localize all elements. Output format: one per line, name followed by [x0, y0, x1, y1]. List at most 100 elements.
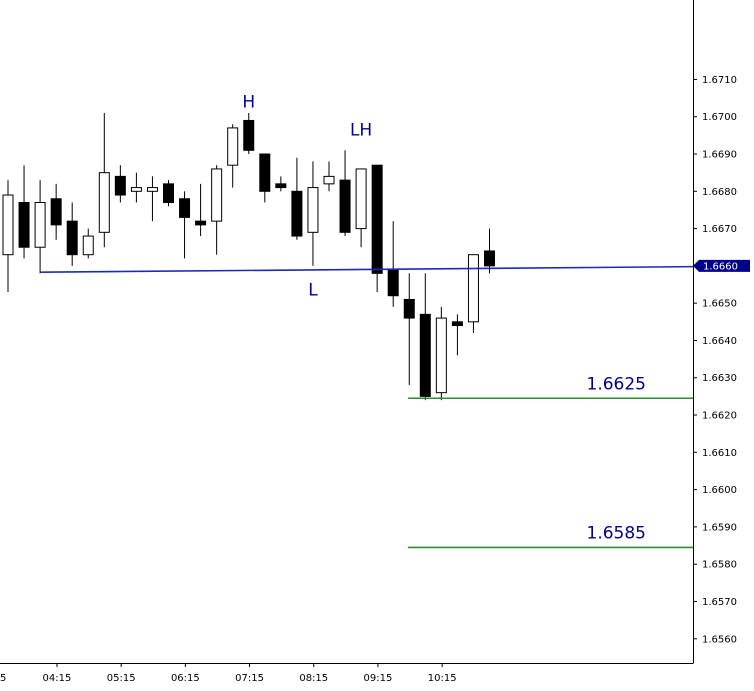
annotations-layer: H LH L: [242, 92, 372, 300]
level-label: 1.6625: [587, 374, 646, 394]
candle-body-down: [50, 198, 62, 226]
current-price-tag: 1.6660: [693, 259, 750, 272]
y-tick-label: 1.6620: [702, 411, 737, 422]
price-level: 1.6625: [408, 374, 693, 400]
candle: [355, 168, 367, 248]
candle: [467, 254, 479, 333]
lines-layer: 1.6625 1.6585: [40, 265, 694, 549]
y-tick: 1.6630: [693, 373, 737, 384]
candle-body-down: [114, 175, 126, 196]
y-tick-label: 1.6580: [702, 560, 737, 571]
y-tick: 1.6710: [693, 75, 737, 86]
candle: [275, 176, 287, 192]
candle-body-down: [275, 183, 287, 189]
candle: [18, 165, 30, 259]
candle: [243, 113, 255, 155]
y-tick-label: 1.6640: [702, 336, 737, 347]
candle-body-down: [66, 220, 78, 256]
candle: [130, 172, 142, 203]
candle: [323, 161, 335, 192]
candle-body-up: [467, 254, 479, 323]
candle: [146, 176, 158, 222]
x-tick-label: 04:15: [43, 673, 72, 684]
y-tick: 1.6610: [693, 448, 737, 459]
price-tag-label: 1.6660: [703, 261, 738, 272]
y-tick-label: 1.6710: [702, 75, 737, 86]
y-tick: 1.6620: [693, 411, 737, 422]
candle-body-up: [98, 172, 110, 233]
candle-body-down: [291, 190, 303, 237]
y-tick-label: 1.6560: [702, 634, 737, 645]
x-tick-label: 09:15: [364, 673, 393, 684]
annotation-label: L: [308, 281, 318, 301]
candle: [227, 124, 239, 188]
y-tick: 1.6700: [693, 112, 737, 123]
y-tick: 1.6650: [693, 299, 737, 310]
y-tick: 1.6600: [693, 485, 737, 496]
x-tick-label: 06:15: [171, 673, 200, 684]
y-tick-label: 1.6650: [702, 299, 737, 310]
candle-body-up: [435, 317, 447, 394]
candle: [419, 273, 431, 401]
candle-body-up: [323, 175, 335, 185]
candle-body-up: [82, 235, 94, 256]
candle: [291, 157, 303, 240]
candle-body-down: [371, 164, 383, 274]
candle: [211, 165, 223, 255]
x-tick: 09:15: [364, 663, 393, 684]
candle: [114, 165, 126, 203]
candle-body-down: [484, 250, 495, 267]
candle: [484, 228, 495, 274]
y-tick: 1.6680: [693, 187, 737, 198]
candle-body-up: [227, 127, 239, 166]
candle: [98, 113, 110, 248]
y-tick-label: 1.6590: [702, 522, 737, 533]
y-tick: 1.6590: [693, 522, 737, 533]
candle: [50, 183, 62, 240]
candle-body-down: [259, 153, 271, 192]
candles-layer: [2, 113, 495, 401]
candle-body-down: [339, 179, 351, 233]
candle: [179, 191, 191, 259]
candle: [163, 180, 174, 207]
y-tick: 1.6690: [693, 150, 737, 161]
candle: [435, 306, 447, 401]
x-tick-label: 07:15: [235, 673, 264, 684]
candle: [339, 150, 351, 237]
y-tick-label: 1.6690: [702, 150, 737, 161]
x-tick: 05:15: [107, 663, 136, 684]
y-tick: 1.6580: [693, 560, 737, 571]
candle-body-down: [179, 198, 191, 218]
trendline: [40, 265, 694, 274]
candle-body-down: [419, 313, 431, 397]
price-level: 1.6585: [408, 523, 693, 549]
candle: [307, 161, 319, 266]
candle-body-up: [146, 187, 158, 192]
candle: [195, 183, 207, 237]
candle: [451, 314, 463, 356]
level-label: 1.6585: [587, 523, 646, 543]
candle: [66, 202, 78, 266]
candle: [2, 180, 14, 292]
candle-body-down: [18, 201, 30, 248]
x-tick: 04:15: [43, 663, 72, 684]
candle-body-up: [130, 187, 142, 192]
x-tick: 10:15: [428, 663, 457, 684]
y-tick-label: 1.6610: [702, 448, 737, 459]
y-tick-label: 1.6670: [702, 224, 737, 235]
x-tick: 5: [0, 673, 6, 684]
candle-body-up: [211, 168, 223, 222]
y-tick-label: 1.6680: [702, 187, 737, 198]
candle-body-down: [403, 298, 415, 319]
x-tick: 07:15: [235, 663, 264, 684]
candle: [403, 273, 415, 386]
candle-body-down: [243, 119, 255, 151]
candle-body-up: [34, 201, 46, 248]
annotation-label: LH: [350, 120, 372, 140]
y-tick: 1.6670: [693, 224, 737, 235]
candle-body-down: [163, 183, 174, 203]
candle: [82, 228, 94, 259]
candle-body-down: [451, 321, 463, 327]
candle-body-up: [2, 194, 14, 256]
